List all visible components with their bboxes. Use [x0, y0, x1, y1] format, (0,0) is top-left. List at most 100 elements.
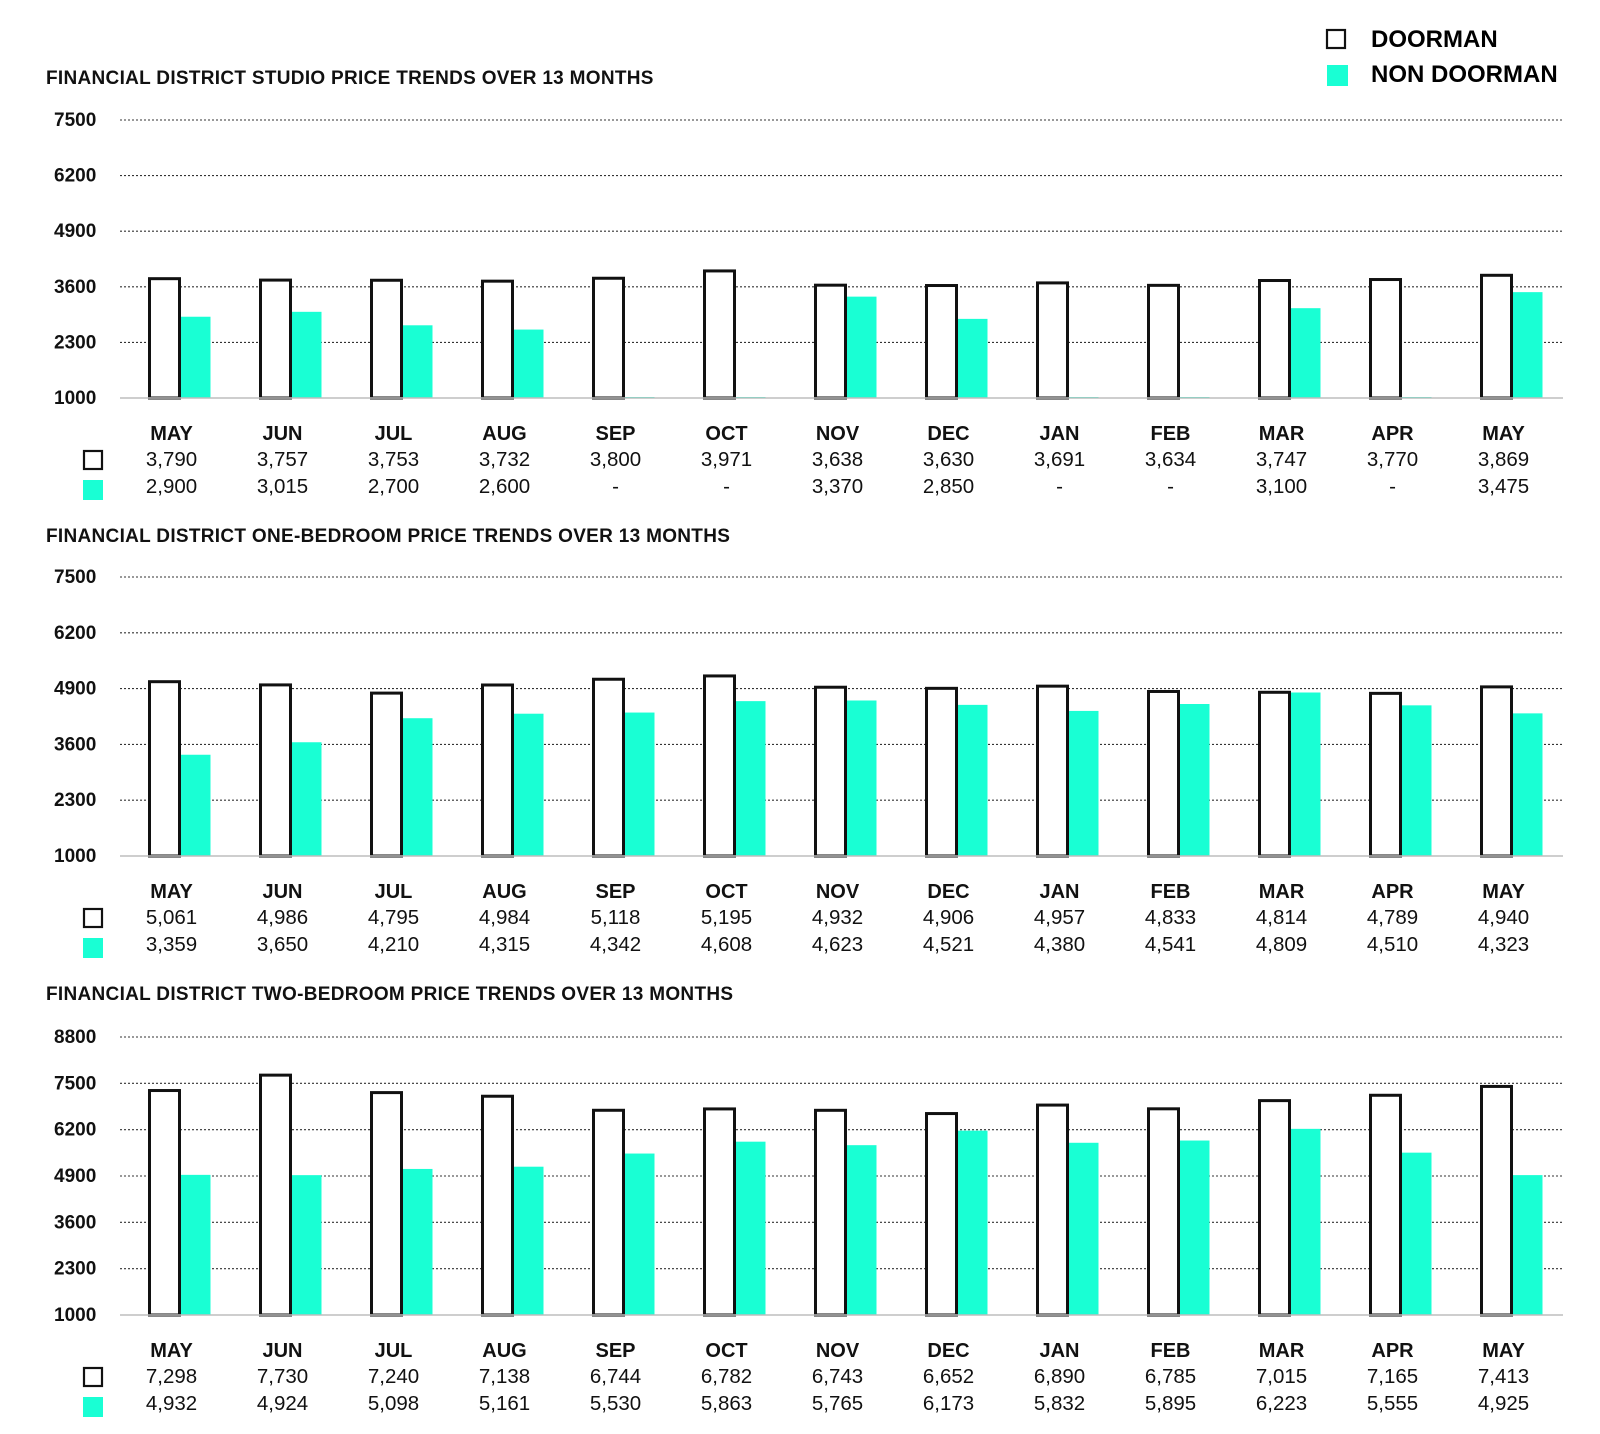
non-doorman-value-label: 4,541: [1145, 933, 1196, 956]
non-doorman-value-label: -: [612, 475, 619, 498]
non-doorman-value-label: 6,223: [1256, 1392, 1307, 1415]
x-tick-label: APR: [1371, 1340, 1414, 1362]
chart-title: FINANCIAL DISTRICT STUDIO PRICE TRENDS O…: [46, 68, 654, 89]
bar-doorman: [370, 1091, 403, 1317]
y-tick-label: 2300: [54, 1259, 96, 1280]
doorman-value-label: 7,240: [368, 1365, 419, 1388]
doorman-value-label: 5,195: [701, 906, 752, 929]
bar-non-doorman: [1177, 704, 1210, 856]
bar-doorman: [703, 674, 736, 858]
y-tick-label: 6200: [54, 1120, 96, 1141]
non-doorman-value-label: 5,555: [1367, 1392, 1418, 1415]
bar-doorman: [481, 683, 514, 858]
x-tick-label: APR: [1371, 881, 1414, 903]
x-tick-label: JAN: [1039, 1340, 1079, 1362]
non-doorman-value-label: 5,765: [812, 1392, 863, 1415]
bar-non-doorman: [178, 316, 211, 398]
non-doorman-value-label: -: [1056, 475, 1063, 498]
doorman-value-label: 3,869: [1478, 448, 1529, 471]
non-doorman-value-label: 3,475: [1478, 475, 1529, 498]
bar-doorman: [148, 1089, 181, 1317]
non-doorman-value-label: 4,932: [146, 1392, 197, 1415]
x-tick-label: MAR: [1259, 423, 1305, 445]
non-doorman-value-label: 4,342: [590, 933, 641, 956]
non-doorman-value-label: 2,700: [368, 475, 419, 498]
bar-non-doorman: [622, 1153, 655, 1315]
bar-doorman: [925, 284, 958, 400]
legend-non-doorman-swatch: [1327, 65, 1348, 86]
non-doorman-value-label: 2,600: [479, 475, 530, 498]
bar-doorman: [1147, 689, 1180, 858]
doorman-value-label: 4,906: [923, 906, 974, 929]
non-doorman-row-marker: [83, 480, 103, 500]
x-tick-label: SEP: [595, 881, 635, 903]
bar-non-doorman: [1510, 1175, 1543, 1315]
y-tick-label: 1000: [54, 388, 96, 409]
doorman-value-label: 3,630: [923, 448, 974, 471]
doorman-value-label: 4,814: [1256, 906, 1307, 929]
non-doorman-value-label: -: [1167, 475, 1174, 498]
x-tick-label: JUN: [262, 423, 302, 445]
doorman-value-label: 3,638: [812, 448, 863, 471]
x-tick-label: JAN: [1039, 423, 1079, 445]
doorman-value-label: 3,800: [590, 448, 641, 471]
x-tick-label: JUL: [375, 423, 413, 445]
bar-non-doorman: [178, 1174, 211, 1315]
bar-non-doorman: [1399, 1152, 1432, 1315]
non-doorman-value-label: 4,925: [1478, 1392, 1529, 1415]
non-doorman-value-label: 4,809: [1256, 933, 1307, 956]
y-tick-label: 2300: [54, 790, 96, 811]
doorman-value-label: 7,138: [479, 1365, 530, 1388]
y-tick-label: 7500: [54, 110, 96, 131]
y-tick-label: 4900: [54, 679, 96, 700]
x-tick-label: MAY: [150, 423, 193, 445]
bar-non-doorman: [511, 329, 544, 398]
non-doorman-value-label: 4,521: [923, 933, 974, 956]
bar-non-doorman: [1510, 713, 1543, 856]
bar-doorman: [148, 680, 181, 858]
y-tick-label: 3600: [54, 277, 96, 298]
x-tick-label: JUN: [262, 881, 302, 903]
bar-doorman: [1369, 691, 1402, 858]
bar-doorman: [1480, 273, 1513, 400]
y-tick-label: 4900: [54, 1166, 96, 1187]
x-tick-label: FEB: [1151, 423, 1191, 445]
y-tick-label: 6200: [54, 166, 96, 187]
bar-doorman: [925, 1112, 958, 1317]
x-tick-label: NOV: [816, 881, 860, 903]
bar-doorman: [259, 1073, 292, 1317]
bar-non-doorman: [1510, 292, 1543, 398]
bar-doorman: [370, 278, 403, 400]
doorman-value-label: 4,932: [812, 906, 863, 929]
bar-non-doorman: [289, 742, 322, 856]
doorman-value-label: 4,833: [1145, 906, 1196, 929]
doorman-value-label: 3,732: [479, 448, 530, 471]
non-doorman-value-label: -: [723, 475, 730, 498]
doorman-value-label: 6,652: [923, 1365, 974, 1388]
doorman-value-label: 4,940: [1478, 906, 1529, 929]
x-tick-label: FEB: [1151, 881, 1191, 903]
bar-doorman: [814, 1108, 847, 1317]
bar-non-doorman: [1177, 1140, 1210, 1315]
y-tick-label: 1000: [54, 846, 96, 867]
doorman-row-marker: [82, 1366, 104, 1388]
doorman-value-label: 6,743: [812, 1365, 863, 1388]
bar-doorman: [1258, 279, 1291, 400]
bar-doorman: [592, 276, 625, 400]
bar-non-doorman: [1399, 705, 1432, 856]
chart-title: FINANCIAL DISTRICT ONE-BEDROOM PRICE TRE…: [46, 526, 730, 547]
x-tick-label: JUL: [375, 1340, 413, 1362]
bar-non-doorman: [1288, 692, 1321, 856]
doorman-value-label: 3,691: [1034, 448, 1085, 471]
legend: DOORMAN NON DOORMAN: [1325, 26, 1558, 88]
non-doorman-value-label: 5,098: [368, 1392, 419, 1415]
doorman-row-marker: [82, 907, 104, 929]
doorman-value-label: 3,790: [146, 448, 197, 471]
bar-doorman: [1369, 278, 1402, 400]
x-tick-label: DEC: [927, 423, 969, 445]
bar-non-doorman: [955, 704, 988, 856]
bar-non-doorman: [1066, 1142, 1099, 1315]
doorman-value-label: 6,785: [1145, 1365, 1196, 1388]
bar-non-doorman: [622, 712, 655, 856]
